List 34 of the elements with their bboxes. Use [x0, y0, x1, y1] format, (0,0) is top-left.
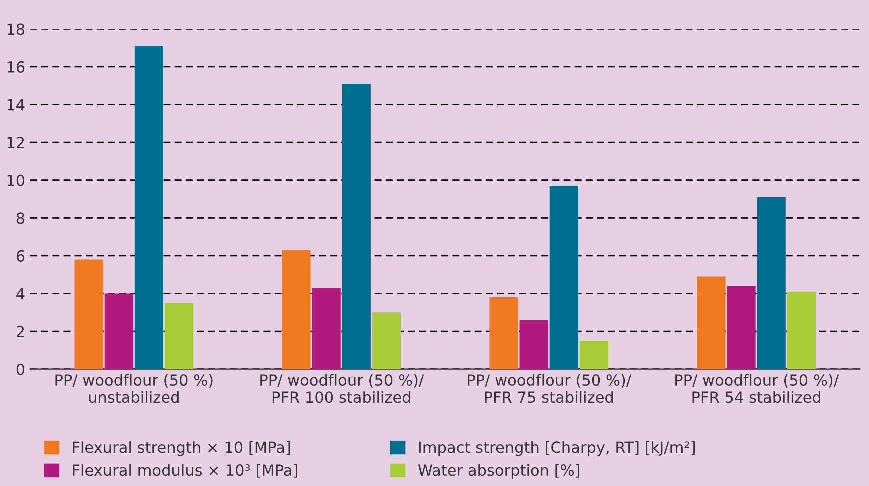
- legend-label: Flexural modulus × 10³ [MPa]: [73, 464, 298, 478]
- bar: [757, 197, 786, 370]
- legend-label: Impact strength [Charpy, RT] [kJ/m²]: [419, 441, 695, 456]
- legend-label: Flexural strength × 10 [MPa]: [73, 441, 290, 456]
- bar: [282, 250, 311, 370]
- y-tick-label: 0: [16, 364, 25, 376]
- bar: [74, 260, 104, 370]
- y-tick-label: 16: [8, 61, 25, 73]
- legend-label: Water absorption [%]: [418, 464, 580, 480]
- bar: [520, 320, 548, 370]
- y-tick-label: 6: [16, 250, 25, 262]
- bar: [134, 46, 164, 370]
- y-tick-label: 8: [16, 212, 25, 224]
- y-tick-label: 14: [8, 99, 25, 111]
- x-tick-label: PP/ woodflour (50 %) unstabilized: [56, 374, 213, 404]
- bar: [342, 84, 371, 370]
- y-tick-label: 18: [8, 24, 25, 36]
- bar: [104, 294, 134, 370]
- x-tick-label: PP/ woodflour (50 %)/ PFR 54 stabilized: [676, 374, 840, 404]
- bar: [490, 298, 518, 370]
- x-tick-label: PP/ woodflour (50 %)/ PFR 75 stabilized: [468, 374, 632, 404]
- bar: [164, 303, 194, 370]
- bar: [550, 186, 578, 370]
- bar: [697, 276, 726, 370]
- y-tick-label: 12: [8, 137, 24, 148]
- y-tick-label: 10: [8, 174, 25, 186]
- x-tick-label: PP/ woodflour (50 %)/ PFR 100 stabilized: [260, 374, 424, 404]
- bar: [372, 312, 402, 370]
- bar: [580, 341, 609, 370]
- bar: [787, 292, 816, 370]
- y-tick-label: 4: [16, 288, 25, 300]
- y-tick-label: 2: [16, 326, 24, 338]
- bar: [312, 288, 341, 370]
- bar: [727, 286, 756, 370]
